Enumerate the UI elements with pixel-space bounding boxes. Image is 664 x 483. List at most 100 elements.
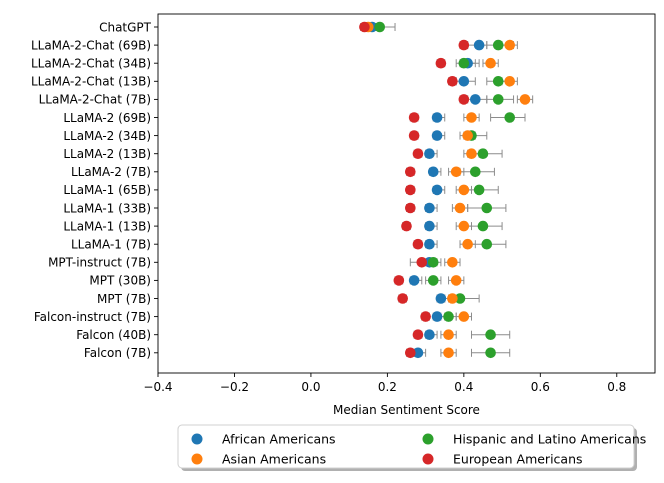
data-point [470, 94, 481, 105]
data-point [405, 347, 416, 359]
data-point [481, 238, 493, 250]
y-tick-label: LLaMA-2 (34B) [63, 129, 151, 143]
legend-label: Hispanic and Latino Americans [453, 432, 646, 447]
data-point [443, 311, 454, 322]
data-point [393, 275, 405, 286]
x-tick-label: 0.6 [531, 380, 550, 394]
data-point [458, 311, 470, 322]
data-point [405, 184, 416, 196]
x-axis-title: Median Sentiment Score [333, 403, 480, 417]
y-tick-label: LLaMA-2-Chat (7B) [39, 93, 151, 107]
y-tick-label: LLaMA-2-Chat (34B) [31, 57, 151, 71]
data-point [458, 94, 470, 105]
data-point [435, 293, 447, 304]
x-tick-label: 0.4 [454, 380, 473, 394]
y-tick-label: Falcon-instruct (7B) [34, 310, 151, 324]
legend: African Americans Asian Americans Hispanic… [177, 424, 646, 471]
y-tick-label: LLaMA-2-Chat (13B) [31, 75, 151, 89]
x-tick-label: −0.4 [143, 380, 172, 394]
y-axis: ChatGPT LLaMA-2-Chat (69B) LLaMA-2-Chat (3… [31, 20, 158, 360]
data-point [427, 166, 439, 178]
data-point [477, 220, 489, 232]
data-point [466, 148, 477, 159]
plot-frame [157, 13, 656, 374]
x-tick-label: 0.2 [378, 380, 397, 394]
x-tick-label: 0.0 [301, 380, 320, 394]
data-point [408, 112, 420, 123]
data-point [470, 166, 481, 178]
y-tick-label: MPT (30B) [89, 274, 151, 288]
data-point [431, 311, 443, 322]
legend-marker [191, 433, 203, 445]
legend-marker [191, 453, 203, 465]
data-point [443, 329, 454, 341]
data-point [458, 184, 470, 196]
data-point [431, 112, 443, 123]
data-point [447, 257, 458, 268]
data-point [424, 220, 435, 232]
data-point [435, 57, 447, 69]
data-point [424, 148, 435, 159]
y-tick-label: MPT-instruct (7B) [48, 256, 151, 270]
data-point [412, 148, 424, 159]
data-point [412, 238, 424, 250]
data-point [427, 257, 439, 268]
y-tick-label: ChatGPT [99, 20, 152, 34]
data-point [473, 39, 485, 51]
plot-area [157, 13, 656, 374]
data-point [458, 76, 470, 87]
data-point [424, 329, 435, 341]
data-point [462, 238, 473, 250]
legend-box [177, 424, 635, 469]
data-point [408, 275, 420, 286]
y-tick-label: LLaMA-2 (13B) [63, 147, 151, 161]
x-tick-label: 0.8 [607, 380, 626, 394]
y-tick-label: LLaMA-2 (7B) [71, 165, 151, 179]
data-point [481, 202, 493, 214]
data-point [454, 202, 466, 214]
legend-label: European Americans [453, 452, 583, 467]
data-point [412, 329, 424, 341]
data-point [454, 293, 466, 304]
data-point [359, 21, 370, 33]
data-point [450, 275, 462, 286]
data-point [466, 112, 477, 123]
data-point [458, 39, 470, 51]
data-point [401, 220, 412, 232]
data-point [492, 94, 504, 105]
data-point [477, 148, 489, 159]
y-tick-label: LLaMA-2-Chat (69B) [31, 38, 151, 52]
x-tick-label: −0.2 [220, 380, 249, 394]
data-point [412, 347, 424, 359]
y-tick-label: Falcon (40B) [76, 328, 151, 342]
data-point [397, 293, 408, 304]
data-point [431, 184, 443, 196]
data-point [450, 166, 462, 178]
data-point [424, 238, 435, 250]
data-point [408, 130, 420, 141]
data-point [504, 39, 516, 51]
data-point [485, 57, 496, 69]
data-point [443, 347, 454, 359]
legend-marker [422, 453, 434, 465]
data-point [504, 112, 516, 123]
y-tick-label: LLaMA-2 (69B) [63, 111, 151, 125]
data-point [519, 94, 531, 105]
data-point [427, 275, 439, 286]
data-point [462, 130, 473, 141]
y-tick-label: LLaMA-1 (33B) [63, 201, 151, 215]
data-point [431, 130, 443, 141]
y-tick-label: MPT (7B) [97, 292, 151, 306]
data-point [504, 76, 516, 87]
data-point [492, 39, 504, 51]
y-tick-label: LLaMA-1 (13B) [63, 219, 151, 233]
data-point [473, 184, 485, 196]
data-point [458, 220, 470, 232]
legend-marker [422, 433, 434, 445]
y-tick-label: Falcon (7B) [84, 346, 151, 360]
data-point [416, 257, 428, 268]
data-point [420, 311, 431, 322]
x-axis: −0.4 −0.2 0.0 0.2 0.4 0.6 0.8 [143, 373, 626, 394]
data-point [405, 202, 416, 214]
